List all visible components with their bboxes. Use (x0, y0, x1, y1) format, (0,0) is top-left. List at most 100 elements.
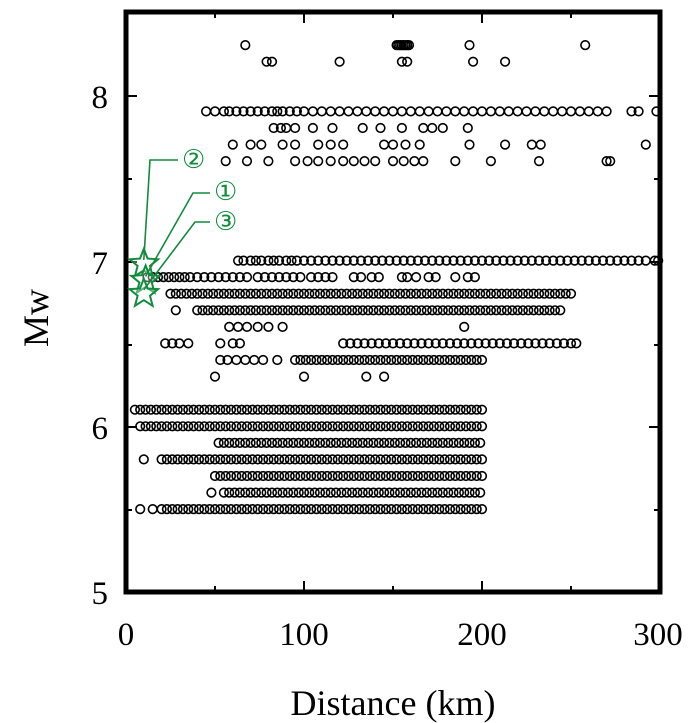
data-point (250, 288, 261, 299)
callout-line (144, 192, 210, 277)
data-point (241, 272, 253, 283)
data-point (263, 504, 274, 515)
data-point (396, 454, 408, 465)
data-point (347, 288, 358, 299)
data-point (444, 404, 456, 415)
data-point (332, 454, 343, 465)
data-point (434, 421, 445, 432)
data-point (487, 338, 498, 349)
data-point (437, 487, 448, 498)
data-point (450, 454, 461, 465)
data-point (338, 504, 349, 515)
data-point (416, 338, 427, 349)
data-point (290, 454, 301, 465)
data-point (218, 305, 229, 316)
data-point (469, 305, 481, 316)
data-point (220, 404, 231, 415)
data-point (204, 404, 215, 415)
data-point (364, 404, 376, 415)
data-point (336, 487, 347, 498)
data-point (215, 338, 226, 349)
data-point (224, 288, 235, 299)
data-point (234, 437, 245, 449)
data-point (241, 504, 253, 515)
data-point (412, 354, 424, 366)
data-point (379, 437, 390, 449)
data-point (373, 487, 384, 498)
data-point (402, 56, 413, 67)
data-point (448, 487, 459, 498)
data-point (266, 106, 278, 117)
data-point (480, 338, 491, 349)
data-point (234, 272, 245, 283)
data-point (161, 454, 172, 465)
data-point (375, 421, 386, 432)
data-point (364, 454, 376, 465)
data-point (225, 454, 237, 465)
data-point (601, 106, 612, 117)
data-point (268, 504, 279, 515)
data-point (282, 437, 294, 449)
data-point (348, 404, 359, 415)
data-point (313, 139, 324, 150)
data-point (161, 504, 172, 515)
data-point (208, 288, 219, 299)
data-point (347, 437, 358, 449)
data-point (300, 504, 311, 515)
data-point (274, 421, 285, 432)
data-point (266, 56, 278, 67)
data-point (416, 437, 427, 449)
data-point (199, 454, 210, 465)
data-point (448, 305, 459, 316)
data-point (348, 470, 359, 482)
data-point (295, 354, 306, 366)
data-point (266, 437, 278, 449)
data-point (590, 255, 602, 266)
data-point (204, 454, 215, 465)
data-point (418, 404, 429, 415)
data-point (400, 305, 411, 316)
data-point (412, 504, 424, 515)
data-point (464, 288, 475, 299)
data-point (386, 354, 397, 366)
data-point (407, 470, 418, 482)
data-point (363, 487, 374, 498)
data-point (605, 255, 616, 266)
data-point (197, 288, 208, 299)
data-point (633, 255, 644, 266)
data-point (460, 421, 472, 432)
data-point (160, 338, 171, 349)
data-point (215, 404, 226, 415)
data-point (428, 421, 440, 432)
data-point (266, 487, 278, 498)
data-point (309, 305, 320, 316)
data-point (247, 504, 258, 515)
data-point (396, 122, 408, 134)
data-point (338, 354, 349, 366)
data-point (391, 421, 402, 432)
data-point (209, 504, 221, 515)
data-point (533, 305, 545, 316)
data-point (444, 421, 456, 432)
data-point (229, 437, 240, 449)
data-point (427, 288, 438, 299)
data-point (252, 421, 263, 432)
data-point (530, 106, 541, 117)
data-point (359, 504, 370, 515)
data-point (300, 470, 311, 482)
data-point (306, 421, 317, 432)
data-point (380, 470, 392, 482)
data-point (172, 454, 183, 465)
data-point (177, 504, 189, 515)
data-point (407, 421, 418, 432)
data-point (327, 354, 338, 366)
data-point (290, 122, 301, 134)
data-point (266, 305, 278, 316)
data-point (500, 139, 511, 150)
data-point (231, 404, 242, 415)
data-point (240, 39, 251, 51)
data-point (311, 470, 322, 482)
data-point (377, 255, 388, 266)
data-point (252, 321, 263, 333)
data-point (209, 106, 221, 117)
